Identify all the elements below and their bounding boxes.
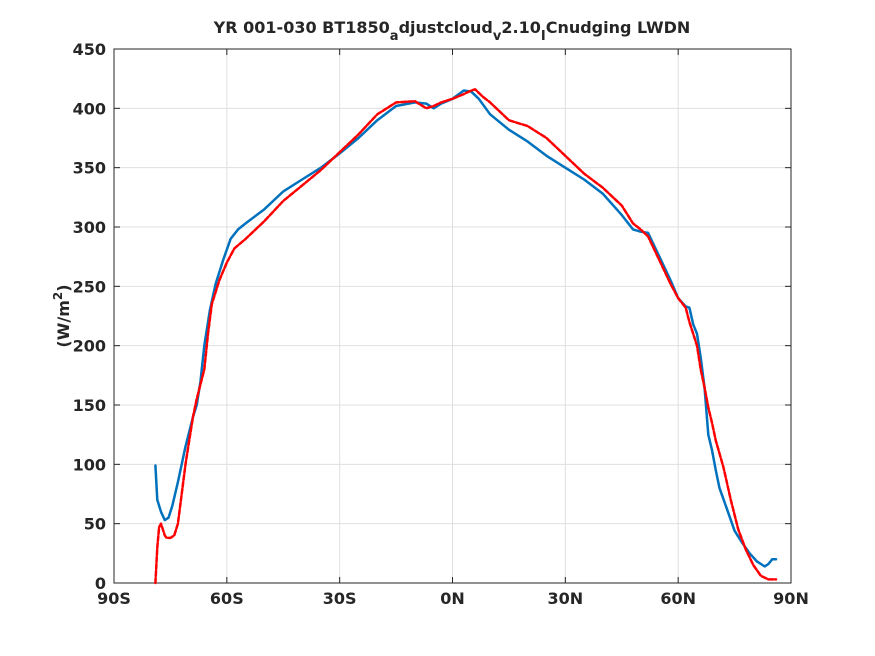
y-tick-label: 0 bbox=[95, 574, 106, 593]
x-tick-label: 60N bbox=[660, 589, 696, 608]
x-tick-labels: 90S 60S 30S 0N 30N 60N 90N bbox=[97, 589, 809, 608]
chart-title: YR 001-030 BT1850adjustcloudv2.10ICnudgi… bbox=[213, 18, 691, 44]
y-tick-labels: 0 50 100 150 200 250 300 350 400 450 bbox=[73, 40, 106, 593]
y-tick-label: 400 bbox=[73, 99, 106, 118]
title-segment: djustcloud bbox=[399, 18, 493, 37]
series-line-2 bbox=[154, 88, 778, 585]
title-segment: 2.10 bbox=[501, 18, 540, 37]
x-tick-label: 30S bbox=[323, 589, 357, 608]
x-tick-label: 90N bbox=[773, 589, 809, 608]
x-tick-label: 0N bbox=[440, 589, 465, 608]
y-tick-label: 50 bbox=[84, 515, 106, 534]
y-tick-label: 150 bbox=[73, 396, 106, 415]
y-tick-label: 200 bbox=[73, 337, 106, 356]
y-axis-label: (W/m2) bbox=[51, 284, 73, 347]
y-axis-label-main: (W/m bbox=[54, 300, 73, 347]
series-lines bbox=[154, 88, 778, 585]
tick-marks bbox=[113, 48, 792, 584]
y-tick-label: 250 bbox=[73, 277, 106, 296]
y-tick-label: 450 bbox=[73, 40, 106, 59]
series-line-1 bbox=[154, 89, 778, 568]
y-tick-label: 350 bbox=[73, 159, 106, 178]
y-tick-label: 300 bbox=[73, 218, 106, 237]
x-tick-label: 90S bbox=[97, 589, 131, 608]
title-subscript: a bbox=[390, 29, 399, 44]
y-tick-label: 100 bbox=[73, 455, 106, 474]
x-tick-label: 60S bbox=[210, 589, 244, 608]
title-subscript: v bbox=[493, 29, 502, 44]
title-segment: YR 001-030 BT1850 bbox=[213, 18, 390, 37]
title-segment: Cnudging LWDN bbox=[546, 18, 691, 37]
x-tick-label: 30N bbox=[548, 589, 584, 608]
title-subscript: I bbox=[541, 29, 546, 44]
y-axis-label-close: ) bbox=[54, 284, 73, 291]
y-axis-label-superscript: 2 bbox=[51, 292, 65, 300]
grid-lines bbox=[114, 49, 791, 583]
